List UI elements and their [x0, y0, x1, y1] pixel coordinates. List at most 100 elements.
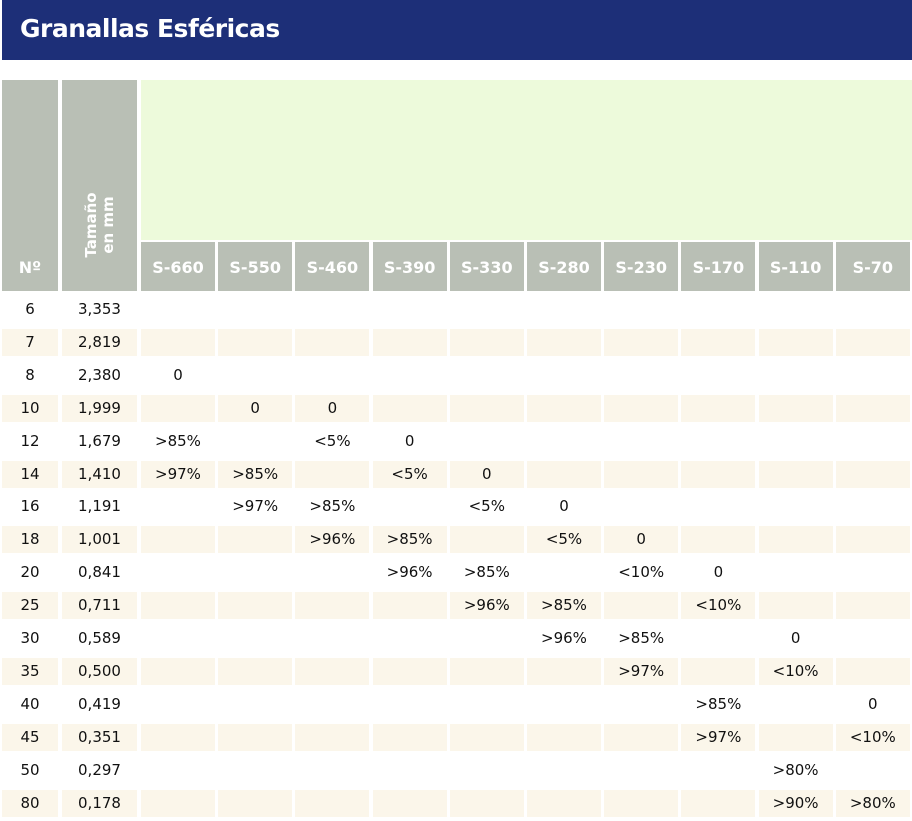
size-mm: 0,351 — [78, 727, 121, 746]
mesh-number: 25 — [20, 596, 40, 615]
row-shade — [835, 789, 910, 817]
row-shade — [527, 526, 601, 554]
row-shade — [141, 657, 215, 685]
grade-value-s-70: <10% — [849, 727, 896, 746]
row-shade — [2, 592, 58, 620]
mesh-number: 6 — [25, 300, 35, 318]
size-mm: 0,841 — [78, 563, 121, 582]
row-shade — [218, 394, 293, 422]
row-shade — [835, 723, 910, 751]
row-shade — [835, 526, 910, 554]
row-shade — [372, 592, 447, 620]
row-shade — [604, 526, 679, 554]
table-row: 18 1,001 >96% >85% <5% 0 — [0, 523, 912, 556]
grade-value-s-70: 0 — [868, 694, 878, 713]
grade-value-s-110: 0 — [790, 629, 801, 647]
grade-value-s-110: >90% — [772, 793, 819, 812]
row-shade — [758, 328, 833, 356]
table-row: 45 0,351 >97% <10% — [0, 721, 912, 754]
grade-header-s-70: S-70 — [835, 242, 910, 291]
row-shade — [295, 460, 370, 488]
grade-value-s-550: 0 — [250, 398, 260, 417]
row-shade — [2, 723, 58, 751]
size-mm: 0,711 — [78, 596, 121, 615]
row-shade — [449, 328, 524, 356]
row-shade — [604, 789, 679, 817]
row-shade — [681, 723, 756, 751]
row-shade — [758, 394, 833, 422]
row-shade — [372, 789, 447, 817]
row-shade — [604, 657, 679, 685]
grade-header-s-460: S-460 — [295, 242, 370, 291]
row-shade — [295, 328, 370, 356]
size-mm: 0,178 — [78, 793, 121, 812]
table-row: 16 1,191 >97% >85% <5% 0 — [0, 490, 912, 523]
row-shade — [527, 723, 601, 751]
row-shade — [141, 460, 215, 488]
grade-header-s-110: S-110 — [758, 242, 833, 291]
table-row: 40 0,419 >85% 0 — [0, 688, 912, 721]
size-mm: 1,679 — [78, 431, 121, 450]
row-shade — [141, 328, 215, 356]
grade-value-s-170: >97% — [695, 727, 742, 746]
row-shade — [527, 460, 601, 488]
row-shade — [295, 394, 370, 422]
row-shade — [449, 460, 524, 488]
row-shade — [681, 328, 756, 356]
header-size: Tamaño en mm — [62, 80, 137, 291]
mesh-number: 20 — [20, 563, 40, 582]
row-shade — [62, 657, 137, 685]
grade-value-s-280: <5% — [545, 530, 583, 549]
row-shade — [141, 592, 215, 620]
grade-value-s-280: 0 — [559, 497, 569, 516]
row-shade — [758, 526, 833, 554]
row-shade — [449, 657, 524, 685]
header-no-label: Nº — [18, 258, 42, 277]
table-row: 7 2,819 — [0, 326, 912, 359]
row-shade — [835, 328, 910, 356]
row-shade — [604, 328, 679, 356]
grade-value-s-330: 0 — [482, 464, 492, 483]
table-row: 25 0,711 >96% >85% <10% — [0, 589, 912, 622]
table-row: 14 1,410 >97% >85% <5% 0 — [0, 458, 912, 491]
mesh-number: 7 — [25, 332, 35, 351]
row-shade — [681, 460, 756, 488]
grade-value-s-460: >85% — [309, 497, 356, 516]
table-row: 50 0,297 >80% — [0, 754, 912, 787]
size-mm: 1,999 — [78, 398, 121, 417]
table-row: 80 0,178 >90% >80% — [0, 787, 912, 820]
row-shade — [527, 789, 601, 817]
grade-value-s-390: <5% — [391, 464, 428, 483]
row-shade — [62, 394, 137, 422]
row-shade — [604, 394, 679, 422]
table-row: 6 3,353 — [0, 293, 912, 326]
row-shade — [527, 657, 601, 685]
grade-value-s-460: 0 — [327, 398, 338, 417]
size-mm: 0,419 — [78, 694, 121, 713]
row-shade — [218, 526, 293, 554]
grade-value-s-330: >96% — [463, 596, 510, 615]
row-shade — [141, 723, 215, 751]
grade-header-s-280: S-280 — [527, 242, 601, 291]
size-mm: 2,819 — [78, 332, 121, 351]
row-shade — [2, 657, 58, 685]
table-row: 8 2,380 0 — [0, 359, 912, 392]
row-shade — [835, 460, 910, 488]
grade-value-s-70: >80% — [849, 793, 896, 812]
grade-value-s-660: >97% — [155, 464, 201, 483]
mesh-number: 10 — [20, 398, 40, 417]
grade-value-s-280: >96% — [541, 629, 587, 647]
size-mm: 3,353 — [78, 300, 121, 318]
row-shade — [372, 657, 447, 685]
grade-value-s-170: 0 — [713, 563, 724, 582]
row-shade — [372, 460, 447, 488]
row-shade — [449, 723, 524, 751]
grade-header-s-550: S-550 — [218, 242, 293, 291]
grade-value-s-330: >85% — [463, 563, 510, 582]
mesh-number: 16 — [20, 497, 40, 516]
row-shade — [527, 328, 601, 356]
page-title: Granallas Esféricas — [20, 14, 280, 43]
row-shade — [62, 592, 137, 620]
table-row: 35 0,500 >97% <10% — [0, 655, 912, 688]
grade-value-s-230: 0 — [636, 530, 646, 549]
